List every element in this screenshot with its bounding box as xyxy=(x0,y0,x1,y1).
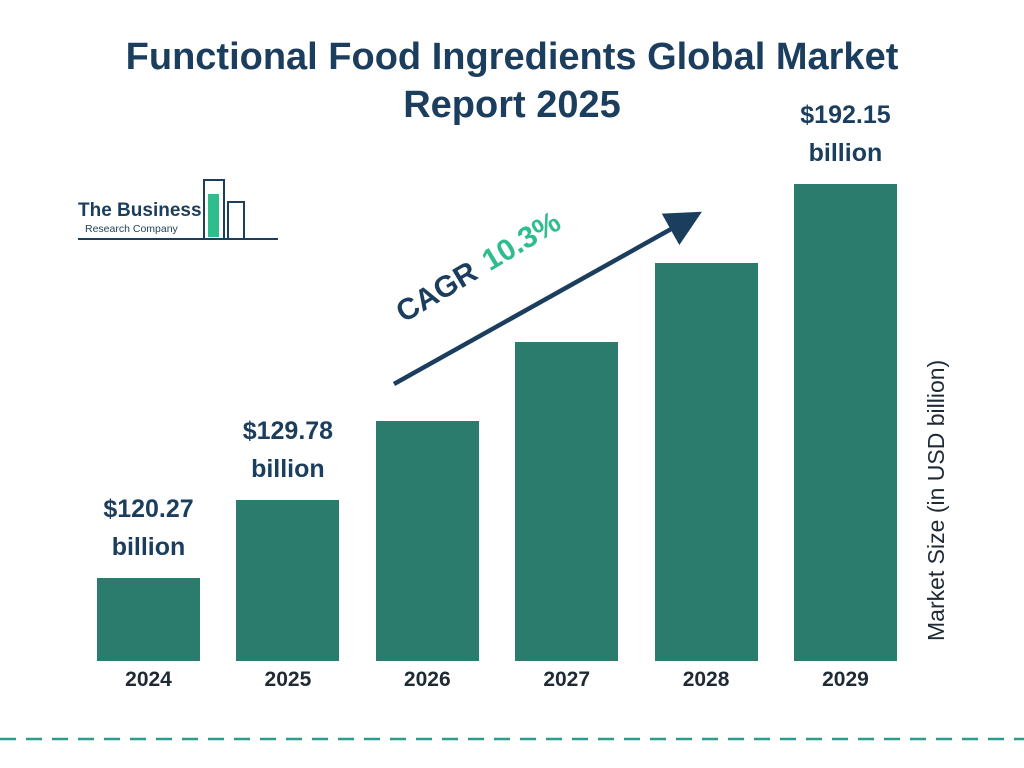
bar-group-2029: $192.15 billion xyxy=(793,97,897,661)
bar-2025 xyxy=(236,500,340,661)
value-label-2029: $192.15 billion xyxy=(800,97,890,172)
bar-2026 xyxy=(375,421,479,661)
value-amount: $192.15 xyxy=(800,101,891,129)
value-amount: $129.78 xyxy=(242,417,334,445)
value-amount: $120.27 xyxy=(103,495,194,523)
value-unit: billion xyxy=(251,454,325,483)
company-logo: The Business Research Company xyxy=(78,179,278,240)
y-axis-label: Market Size (in USD billion) xyxy=(923,359,949,641)
bar-2029 xyxy=(793,184,897,661)
value-unit: billion xyxy=(111,532,186,561)
x-label-2025: 2025 xyxy=(264,668,312,691)
bar-group-2025: $129.78 billion xyxy=(236,413,340,661)
bar-group-2027 xyxy=(515,342,619,661)
bar-row: $120.27 billion $129.78 billion $192.15 billi… xyxy=(97,101,897,661)
logo-text-line1: The Business xyxy=(78,200,202,221)
value-unit: billion xyxy=(808,138,883,167)
bottom-dashed-line xyxy=(0,737,1024,741)
cagr-arrow xyxy=(392,211,702,386)
logo-chart-icon xyxy=(78,179,278,240)
x-label-2026: 2026 xyxy=(403,668,451,691)
x-label-2029: 2029 xyxy=(822,668,869,691)
bar-2027 xyxy=(515,342,619,661)
x-label-2027: 2027 xyxy=(543,668,591,691)
bar-group-2026 xyxy=(375,421,479,661)
bar-2028 xyxy=(654,263,758,661)
value-label-2025: $129.78 billion xyxy=(243,413,333,488)
x-axis-row: 2024 2025 2026 2027 2028 2029 xyxy=(97,668,897,692)
x-label-2028: 2028 xyxy=(682,668,730,691)
chart-title: Functional Food Ingredients Global Marke… xyxy=(125,36,899,126)
bar-group-2028 xyxy=(654,263,758,661)
x-label-2024: 2024 xyxy=(125,668,172,691)
value-label-2024: $120.27 billion xyxy=(103,491,193,566)
bar-group-2024: $120.27 billion xyxy=(97,491,200,661)
bar-2024 xyxy=(97,578,200,661)
logo-text-line2: Research Company xyxy=(85,223,179,235)
